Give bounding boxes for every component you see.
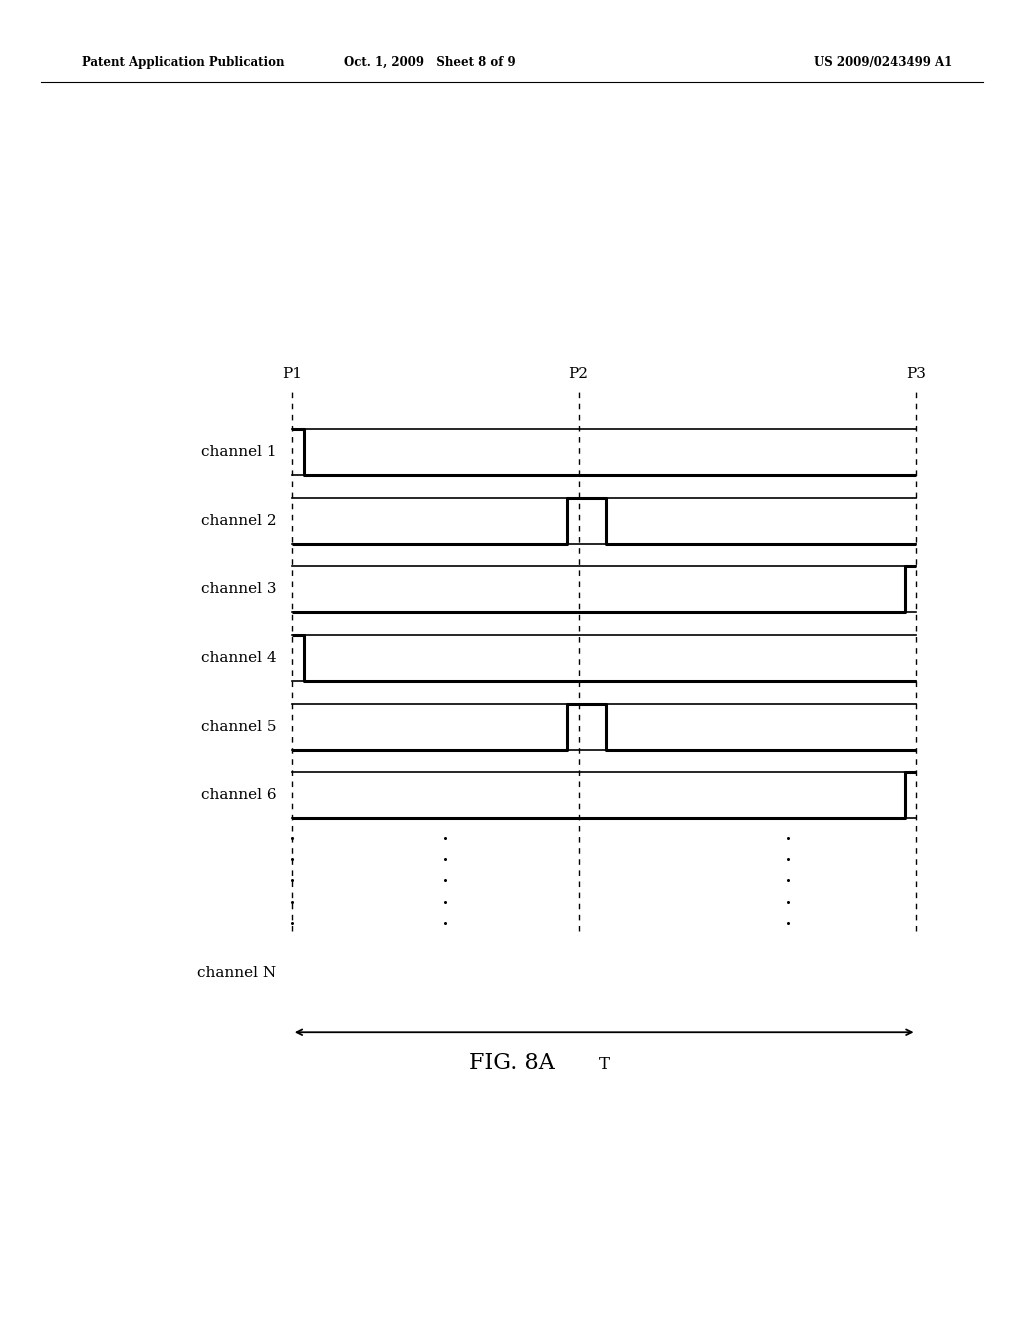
Text: P2: P2 [568,367,589,381]
Text: Oct. 1, 2009   Sheet 8 of 9: Oct. 1, 2009 Sheet 8 of 9 [344,55,516,69]
Text: channel 5: channel 5 [201,719,276,734]
Text: channel 1: channel 1 [201,445,276,459]
Text: channel N: channel N [198,966,276,979]
Text: channel 2: channel 2 [201,513,276,528]
Text: FIG. 8A: FIG. 8A [469,1052,555,1073]
Text: P3: P3 [906,367,927,381]
Text: P1: P1 [282,367,302,381]
Text: channel 4: channel 4 [201,651,276,665]
Text: T: T [599,1056,609,1073]
Text: US 2009/0243499 A1: US 2009/0243499 A1 [814,55,952,69]
Text: Patent Application Publication: Patent Application Publication [82,55,285,69]
Text: channel 3: channel 3 [201,582,276,597]
Text: channel 6: channel 6 [201,788,276,803]
